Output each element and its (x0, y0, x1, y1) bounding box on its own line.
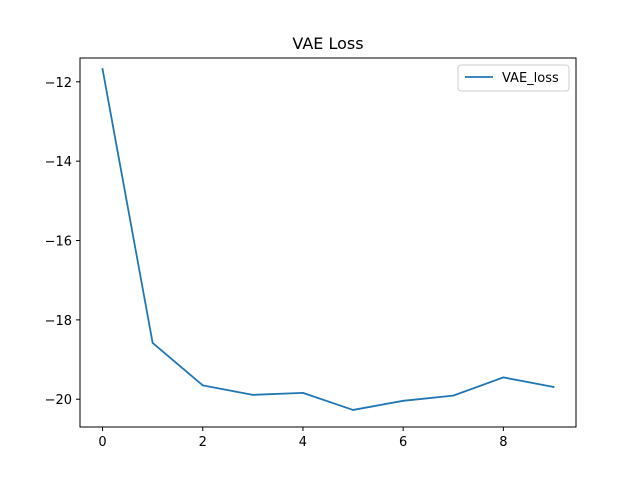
data-point (552, 386, 555, 388)
x-tick-label: 2 (199, 435, 207, 450)
x-tick-label: 8 (499, 435, 507, 450)
x-tick-label: 6 (399, 435, 407, 450)
y-tick-label: −20 (45, 393, 72, 408)
data-point (402, 399, 405, 402)
data-point (302, 391, 304, 394)
data-point (251, 393, 254, 396)
legend-box (457, 64, 570, 92)
data-point (502, 376, 505, 379)
axes-frame (79, 57, 577, 428)
y-tick-label: −12 (45, 76, 72, 91)
y-tick-label: −18 (45, 314, 72, 329)
y-tick-label: −16 (45, 235, 72, 250)
data-point (201, 384, 204, 387)
data-point (452, 394, 455, 397)
data-point (151, 341, 154, 344)
chart-title: VAE Loss (292, 34, 363, 53)
series-line-vae-loss (101, 68, 555, 411)
x-tick-label: 0 (98, 435, 106, 450)
x-tick-label: 4 (299, 435, 307, 450)
data-point (101, 68, 104, 71)
y-tick-label: −14 (45, 155, 72, 170)
legend-label-vae-loss: VAE_loss (502, 71, 559, 86)
plot-area: 0 2 4 6 8 −20 −18 −16 −14 −12 (45, 68, 555, 450)
legend: VAE_loss (457, 64, 570, 92)
data-point (352, 409, 354, 411)
